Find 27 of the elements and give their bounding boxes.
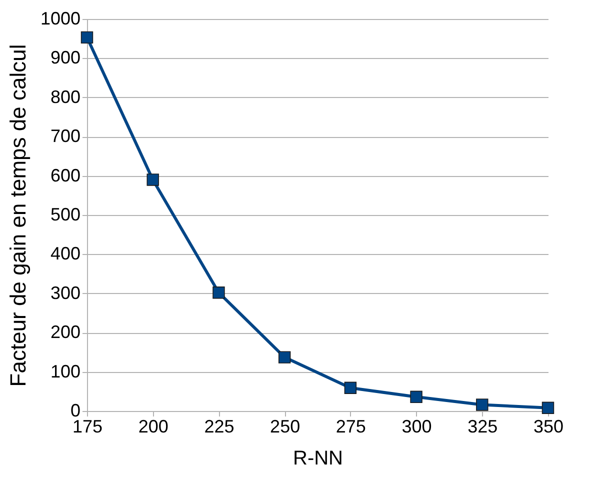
point xyxy=(278,351,291,364)
y-tick-label: 800 xyxy=(50,86,80,107)
y-tick-label: 100 xyxy=(50,361,80,382)
x-tick-label: 275 xyxy=(336,416,366,436)
x-axis-title: R-NN xyxy=(293,448,343,470)
y-tick-label: 700 xyxy=(50,126,80,146)
point xyxy=(146,174,159,186)
x-tick-label: 300 xyxy=(402,416,432,436)
point xyxy=(410,390,422,403)
y-tick-label: 900 xyxy=(50,48,80,68)
y-tick-label: 600 xyxy=(50,165,80,186)
x-tick-label: 225 xyxy=(204,416,234,436)
x-tick-label: 250 xyxy=(270,416,300,436)
point xyxy=(80,31,94,44)
x-tick-label: 325 xyxy=(468,416,498,436)
y-tick-label: 500 xyxy=(50,204,80,224)
y-tick-label: 400 xyxy=(50,244,80,264)
y-tick-label: 300 xyxy=(50,282,80,303)
x-tick-label: 200 xyxy=(138,416,168,436)
y-tick-label: 200 xyxy=(50,322,80,342)
point xyxy=(476,398,488,411)
point xyxy=(344,382,357,394)
point xyxy=(212,286,225,299)
y-tick-label: 1000 xyxy=(40,8,80,28)
y-axis-title: Facteur de gain en temps de calcul xyxy=(5,44,30,387)
point xyxy=(542,402,554,414)
x-tick-label: 350 xyxy=(533,416,564,436)
